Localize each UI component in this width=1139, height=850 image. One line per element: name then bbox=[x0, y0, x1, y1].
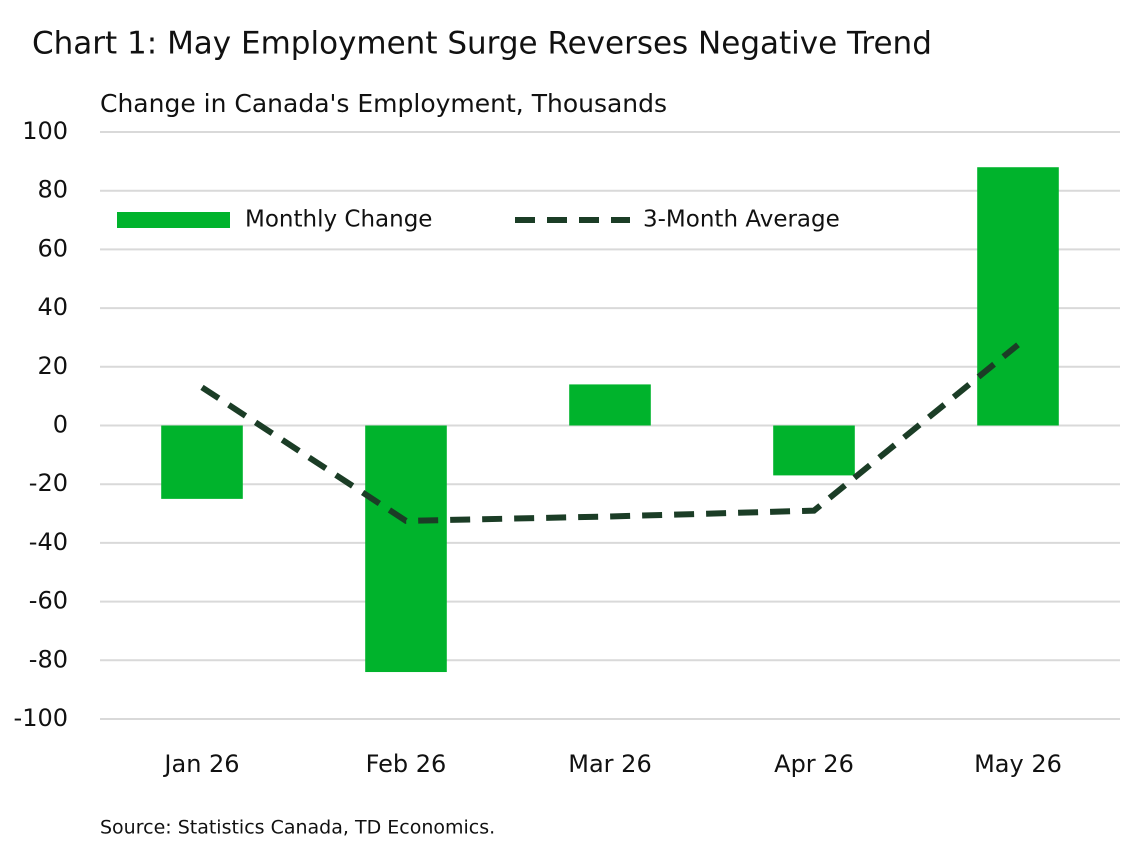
x-tick-label: Jan 26 bbox=[162, 750, 239, 778]
legend-label: Monthly Change bbox=[245, 207, 432, 233]
x-tick-label: May 26 bbox=[974, 750, 1062, 778]
chart-subtitle: Change in Canada's Employment, Thousands bbox=[100, 89, 667, 118]
y-tick-label: -40 bbox=[29, 528, 68, 556]
legend-swatch bbox=[117, 212, 230, 228]
bar bbox=[977, 167, 1059, 426]
x-tick-label: Mar 26 bbox=[568, 750, 651, 778]
y-tick-label: 20 bbox=[37, 352, 68, 380]
bar bbox=[569, 384, 651, 426]
y-tick-label: -80 bbox=[29, 645, 68, 673]
y-tick-label: 80 bbox=[37, 176, 68, 204]
bar bbox=[773, 425, 855, 476]
bar bbox=[365, 425, 447, 673]
bar bbox=[161, 425, 243, 499]
legend-label: 3-Month Average bbox=[643, 207, 840, 233]
chart-title: Chart 1: May Employment Surge Reverses N… bbox=[32, 26, 932, 62]
x-tick-label: Feb 26 bbox=[366, 750, 447, 778]
y-tick-label: 40 bbox=[37, 293, 68, 321]
line bbox=[200, 342, 1020, 524]
source-note: Source: Statistics Canada, TD Economics. bbox=[100, 817, 495, 839]
x-tick-label: Apr 26 bbox=[774, 750, 854, 778]
y-tick-label: -60 bbox=[29, 587, 68, 615]
y-tick-label: -100 bbox=[14, 704, 68, 732]
y-tick-label: -20 bbox=[29, 469, 68, 497]
y-tick-label: 0 bbox=[53, 411, 68, 439]
y-tick-label: 100 bbox=[22, 117, 68, 145]
y-tick-label: 60 bbox=[37, 234, 68, 262]
